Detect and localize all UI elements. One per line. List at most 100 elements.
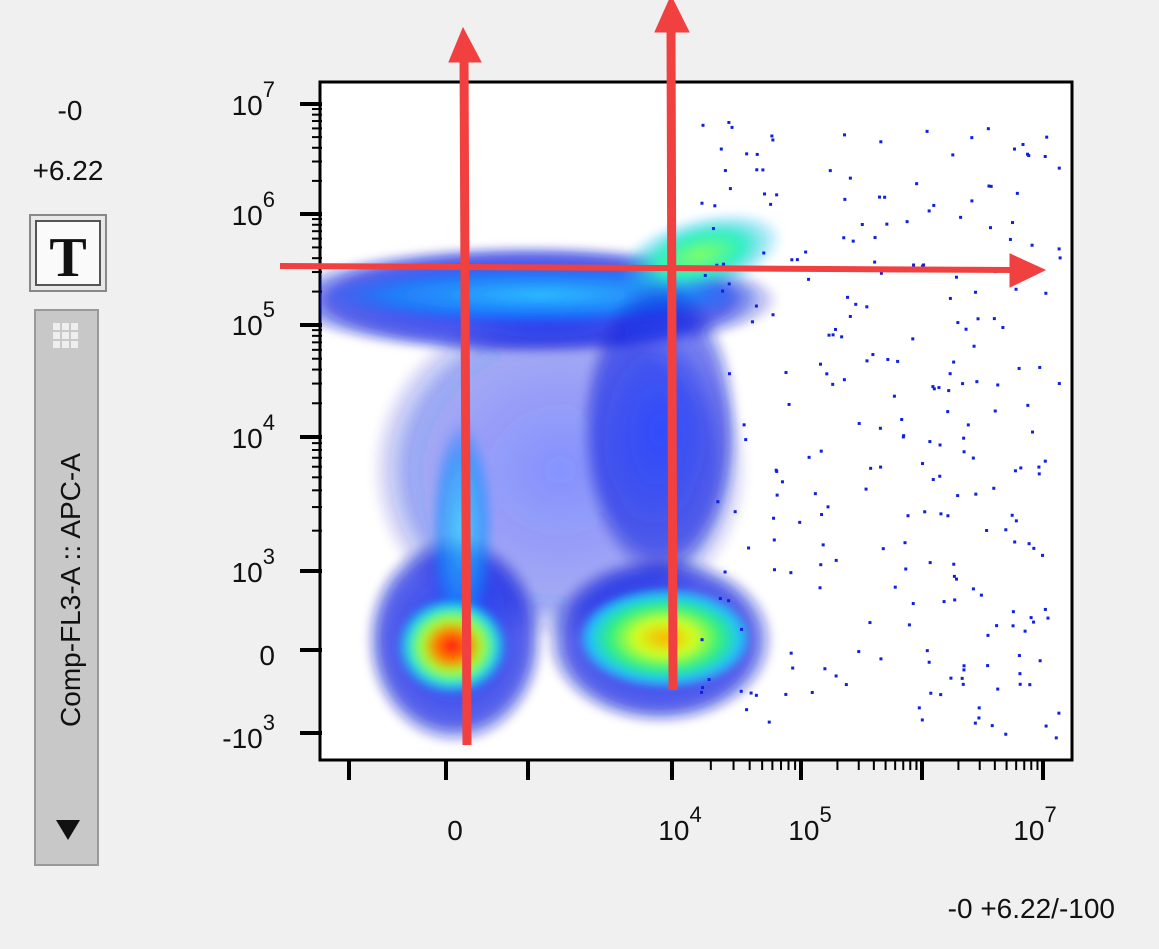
tick-label: 106 [232, 187, 275, 231]
event-dot [985, 528, 989, 532]
event-dot [715, 263, 719, 267]
event-dot [925, 129, 929, 133]
event-dot [719, 147, 723, 151]
event-dot [1046, 616, 1050, 620]
y-parameter-selector[interactable]: Comp-FL3-A :: APC-A [34, 309, 99, 866]
event-dot [951, 153, 955, 157]
event-dot [942, 600, 946, 604]
event-dot [988, 226, 992, 230]
event-dot [990, 724, 994, 728]
event-dot [727, 282, 731, 286]
event-dot [1018, 682, 1022, 686]
tick-base: 10 [232, 90, 263, 121]
event-dot [1011, 624, 1015, 628]
event-dot [1045, 135, 1049, 139]
event-dot [885, 222, 889, 226]
event-dot [754, 693, 758, 697]
tick-exponent: 4 [689, 802, 701, 827]
event-dot [960, 676, 964, 680]
event-dot [925, 649, 929, 653]
event-dot [961, 682, 965, 686]
event-dot [807, 277, 811, 281]
event-dot [970, 136, 974, 140]
event-dot [842, 236, 846, 240]
event-dot [946, 410, 950, 414]
event-dot [1026, 403, 1030, 407]
event-dot [973, 721, 977, 725]
event-dot [860, 222, 864, 226]
event-dot [1001, 325, 1005, 329]
event-dot [962, 668, 966, 672]
event-dot [865, 305, 869, 309]
event-dot [1013, 540, 1017, 544]
tick-exponent: 7 [1044, 802, 1056, 827]
event-dot [922, 263, 926, 267]
event-dot [1004, 732, 1008, 736]
event-dot [929, 691, 933, 695]
event-dot [1058, 256, 1062, 260]
tick-label: 105 [788, 802, 831, 846]
event-dot [964, 327, 968, 331]
event-dot [1010, 513, 1014, 517]
event-dot [1037, 472, 1041, 476]
event-dot [711, 227, 715, 231]
event-dot [700, 690, 704, 694]
event-dot [744, 438, 748, 442]
event-dot [772, 516, 776, 520]
event-dot [722, 262, 726, 266]
event-dot [873, 236, 877, 240]
event-dot [857, 421, 861, 425]
event-dot [770, 134, 774, 138]
event-dot [728, 187, 732, 191]
tick-base: 10 [658, 815, 689, 846]
event-dot [840, 335, 844, 339]
y-parameter: Comp-FL3-A :: APC-A [55, 453, 86, 727]
event-dot [1014, 287, 1018, 291]
event-dot [995, 624, 999, 628]
tick-base: 10 [232, 200, 263, 231]
event-dot [784, 371, 788, 375]
event-dot [992, 317, 996, 321]
event-dot [703, 273, 707, 277]
event-dot [881, 547, 885, 551]
event-dot [956, 321, 960, 325]
event-dot [937, 386, 941, 390]
event-dot [755, 168, 759, 172]
x-range-label: -0 +6.22/-100 [948, 893, 1115, 924]
event-dot [701, 123, 705, 127]
tick-label: 107 [232, 77, 275, 121]
event-dot [831, 333, 835, 337]
event-dot [807, 455, 811, 459]
event-dot [857, 650, 861, 654]
event-dot [996, 687, 1000, 691]
annotation-arrows [279, 0, 1047, 746]
event-dot [739, 627, 743, 631]
event-dot [977, 706, 981, 710]
event-dot [896, 359, 900, 363]
event-dot [907, 623, 911, 627]
event-dot [879, 271, 883, 275]
text-button[interactable]: T [29, 214, 107, 292]
event-dot [823, 667, 827, 671]
event-dot [938, 443, 942, 447]
tick-exponent: 3 [263, 544, 275, 569]
event-dot [1044, 291, 1048, 295]
event-dot [906, 514, 910, 518]
event-dot [772, 538, 776, 542]
event-dot [767, 720, 771, 724]
event-dot [928, 440, 932, 444]
event-dot [825, 372, 829, 376]
tick-exponent: 6 [263, 187, 275, 212]
event-dot [795, 258, 799, 262]
event-dot [927, 660, 931, 664]
event-dot [804, 250, 808, 254]
event-dot [952, 574, 956, 578]
tick-base: 10 [232, 557, 263, 588]
event-dot [727, 372, 731, 376]
event-dot [939, 512, 943, 516]
event-dot [1038, 365, 1042, 369]
event-dot [932, 387, 936, 391]
event-dot [1057, 711, 1061, 715]
tick-label: -103 [222, 710, 275, 754]
